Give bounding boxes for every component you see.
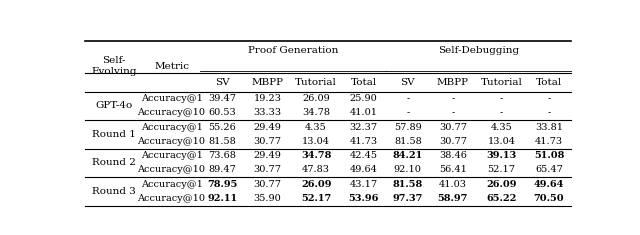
Text: 97.37: 97.37 — [392, 194, 423, 203]
Text: 92.10: 92.10 — [394, 165, 422, 174]
Text: 78.95: 78.95 — [207, 180, 237, 189]
Text: 81.58: 81.58 — [209, 137, 236, 146]
Text: 41.03: 41.03 — [439, 180, 467, 189]
Text: 34.78: 34.78 — [301, 151, 332, 160]
Text: 53.96: 53.96 — [348, 194, 379, 203]
Text: 49.64: 49.64 — [534, 180, 564, 189]
Text: 19.23: 19.23 — [253, 94, 282, 103]
Text: 33.81: 33.81 — [535, 123, 563, 132]
Text: 30.77: 30.77 — [253, 165, 282, 174]
Text: 35.90: 35.90 — [253, 194, 282, 203]
Text: Metric: Metric — [154, 62, 189, 71]
Text: 57.89: 57.89 — [394, 123, 422, 132]
Text: 55.26: 55.26 — [209, 123, 236, 132]
Text: Round 1: Round 1 — [92, 130, 136, 139]
Text: 38.46: 38.46 — [439, 151, 467, 160]
Text: -: - — [547, 94, 550, 103]
Text: -: - — [406, 108, 410, 118]
Text: 30.77: 30.77 — [253, 137, 282, 146]
Text: Proof Generation: Proof Generation — [248, 46, 338, 55]
Text: 33.33: 33.33 — [253, 108, 282, 118]
Text: 47.83: 47.83 — [302, 165, 330, 174]
Text: 4.35: 4.35 — [491, 123, 513, 132]
Text: Total: Total — [351, 78, 377, 87]
Text: Accuracy@1: Accuracy@1 — [141, 151, 202, 160]
Text: 60.53: 60.53 — [209, 108, 236, 118]
Text: 39.47: 39.47 — [209, 94, 236, 103]
Text: 39.13: 39.13 — [486, 151, 516, 160]
Text: 51.08: 51.08 — [534, 151, 564, 160]
Text: 49.64: 49.64 — [349, 165, 378, 174]
Text: Accuracy@10: Accuracy@10 — [138, 194, 205, 203]
Text: Tutorial: Tutorial — [481, 78, 522, 87]
Text: 81.58: 81.58 — [393, 180, 423, 189]
Text: 13.04: 13.04 — [302, 137, 330, 146]
Text: Round 3: Round 3 — [92, 187, 136, 196]
Text: 52.17: 52.17 — [301, 194, 332, 203]
Text: 92.11: 92.11 — [207, 194, 237, 203]
Text: 41.73: 41.73 — [535, 137, 563, 146]
Text: Round 2: Round 2 — [92, 158, 136, 167]
Text: 41.01: 41.01 — [349, 108, 378, 118]
Text: 52.17: 52.17 — [488, 165, 515, 174]
Text: Accuracy@1: Accuracy@1 — [141, 123, 202, 132]
Text: 73.68: 73.68 — [209, 151, 236, 160]
Text: 34.78: 34.78 — [302, 108, 330, 118]
Text: 41.73: 41.73 — [349, 137, 378, 146]
Text: 42.45: 42.45 — [349, 151, 378, 160]
Text: 56.41: 56.41 — [439, 165, 467, 174]
Text: Tutorial: Tutorial — [295, 78, 337, 87]
Text: Accuracy@10: Accuracy@10 — [138, 108, 205, 118]
Text: Self-
Evolving: Self- Evolving — [91, 56, 136, 76]
Text: GPT-4o: GPT-4o — [95, 101, 132, 110]
Text: 26.09: 26.09 — [486, 180, 516, 189]
Text: 43.17: 43.17 — [349, 180, 378, 189]
Text: MBPP: MBPP — [437, 78, 469, 87]
Text: 58.97: 58.97 — [438, 194, 468, 203]
Text: Self-Debugging: Self-Debugging — [438, 46, 519, 55]
Text: -: - — [451, 94, 454, 103]
Text: 65.22: 65.22 — [486, 194, 516, 203]
Text: 30.77: 30.77 — [439, 137, 467, 146]
Text: 70.50: 70.50 — [534, 194, 564, 203]
Text: 29.49: 29.49 — [253, 151, 282, 160]
Text: 81.58: 81.58 — [394, 137, 422, 146]
Text: 30.77: 30.77 — [439, 123, 467, 132]
Text: SV: SV — [401, 78, 415, 87]
Text: -: - — [547, 108, 550, 118]
Text: 29.49: 29.49 — [253, 123, 282, 132]
Text: Total: Total — [536, 78, 562, 87]
Text: 65.47: 65.47 — [535, 165, 563, 174]
Text: Accuracy@10: Accuracy@10 — [138, 137, 205, 146]
Text: -: - — [500, 108, 503, 118]
Text: 25.90: 25.90 — [350, 94, 378, 103]
Text: 26.09: 26.09 — [302, 94, 330, 103]
Text: 89.47: 89.47 — [209, 165, 236, 174]
Text: 26.09: 26.09 — [301, 180, 332, 189]
Text: MBPP: MBPP — [252, 78, 284, 87]
Text: Accuracy@10: Accuracy@10 — [138, 165, 205, 174]
Text: 84.21: 84.21 — [393, 151, 423, 160]
Text: -: - — [406, 94, 410, 103]
Text: -: - — [451, 108, 454, 118]
Text: SV: SV — [215, 78, 230, 87]
Text: 30.77: 30.77 — [253, 180, 282, 189]
Text: 32.37: 32.37 — [349, 123, 378, 132]
Text: Accuracy@1: Accuracy@1 — [141, 94, 202, 103]
Text: 13.04: 13.04 — [488, 137, 515, 146]
Text: 4.35: 4.35 — [305, 123, 327, 132]
Text: -: - — [500, 94, 503, 103]
Text: Accuracy@1: Accuracy@1 — [141, 180, 202, 189]
